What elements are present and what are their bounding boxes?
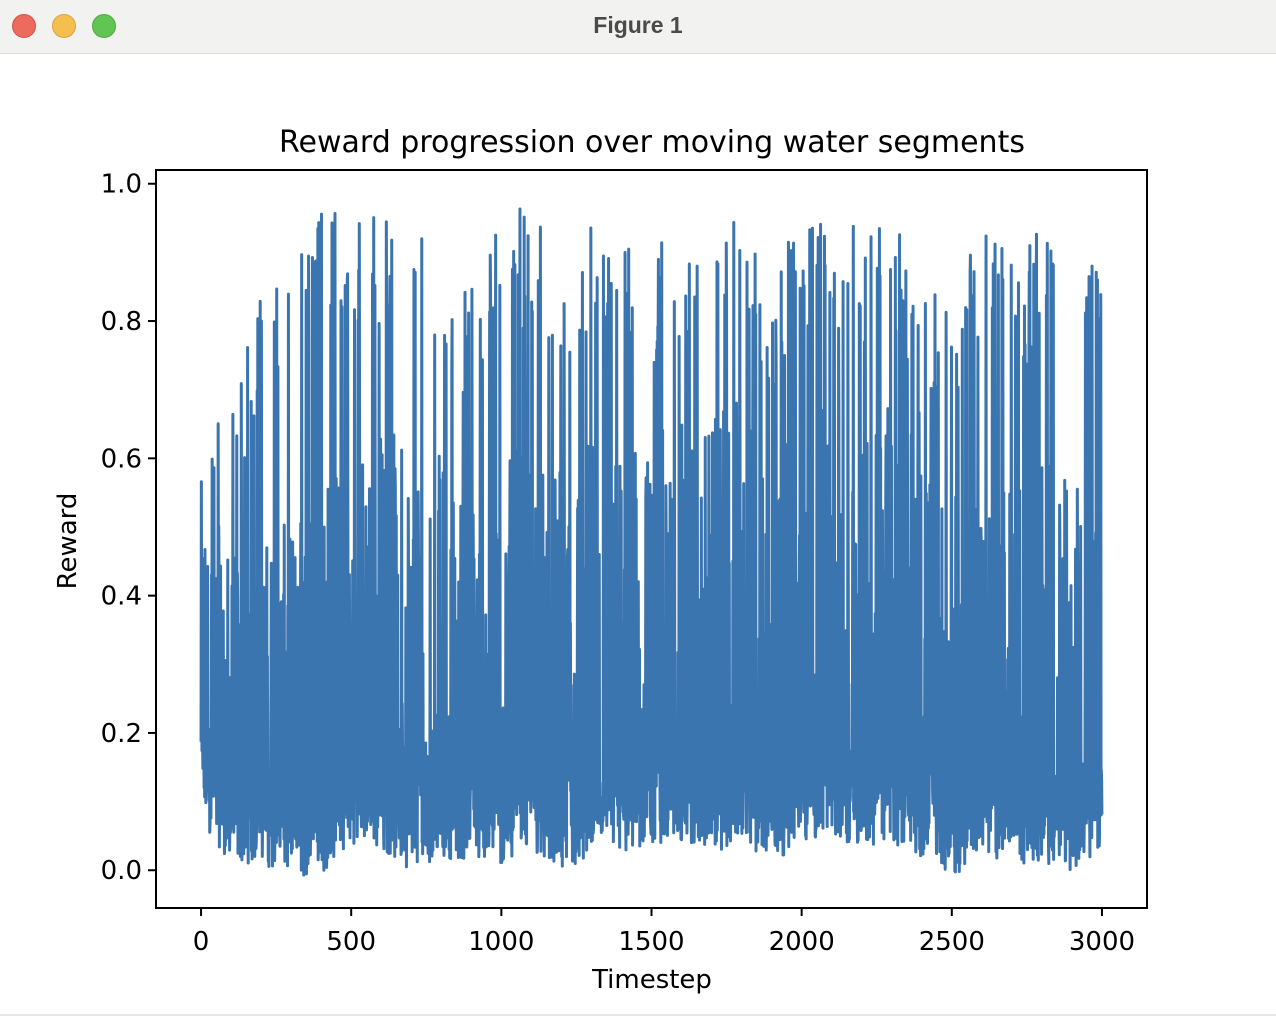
figure-canvas: Reward progression over moving water seg… xyxy=(0,55,1276,1016)
y-tick-label: 0.0 xyxy=(101,856,142,886)
x-tick-label: 500 xyxy=(326,927,376,957)
chart-title: Reward progression over moving water seg… xyxy=(279,125,1025,160)
y-axis-label: Reward xyxy=(53,493,83,590)
window-titlebar: Figure 1 xyxy=(0,0,1276,54)
y-tick-label: 0.6 xyxy=(101,444,142,474)
y-tick-label: 0.8 xyxy=(101,307,142,337)
y-tick-label: 1.0 xyxy=(101,170,142,200)
close-window-button[interactable] xyxy=(12,14,36,38)
window-bottom-border xyxy=(0,1014,1276,1016)
reward-series-line xyxy=(199,207,1104,877)
x-tick-label: 1000 xyxy=(468,927,534,957)
maximize-window-button[interactable] xyxy=(92,14,116,38)
x-tick-label: 1500 xyxy=(618,927,684,957)
line-chart: Reward progression over moving water seg… xyxy=(53,125,1148,995)
ticks-layer: 0 500 1000 1500 2000 2500 3000 0.0 0.2 0.4 0.6 0.8 1… xyxy=(101,170,1135,957)
x-axis-label: Timestep xyxy=(591,965,712,995)
x-tick-label: 2500 xyxy=(919,927,985,957)
y-tick-label: 0.2 xyxy=(101,719,142,749)
window-title: Figure 1 xyxy=(593,12,683,38)
minimize-window-button[interactable] xyxy=(52,14,76,38)
x-tick-label: 0 xyxy=(193,927,210,957)
x-tick-label: 2000 xyxy=(769,927,835,957)
x-tick-label: 3000 xyxy=(1069,927,1135,957)
y-tick-label: 0.4 xyxy=(101,582,142,612)
series-layer xyxy=(199,207,1104,877)
